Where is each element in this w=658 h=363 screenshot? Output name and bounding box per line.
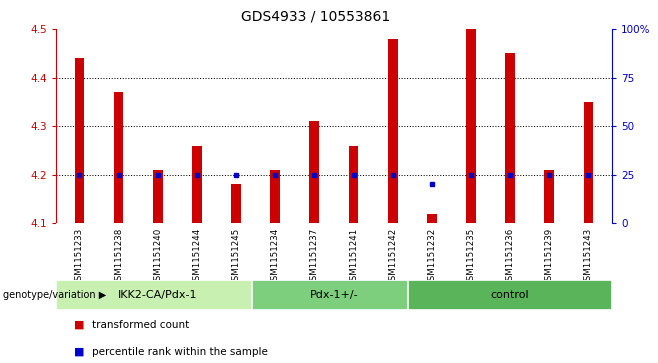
Text: GSM1151241: GSM1151241 [349,228,358,286]
Text: GSM1151243: GSM1151243 [584,228,593,286]
Text: GSM1151239: GSM1151239 [545,228,554,286]
Text: GSM1151240: GSM1151240 [153,228,163,286]
Text: GSM1151235: GSM1151235 [467,228,476,286]
Text: transformed count: transformed count [92,320,190,330]
Text: Pdx-1+/-: Pdx-1+/- [310,290,358,300]
Bar [584,102,594,223]
Text: GSM1151238: GSM1151238 [114,228,123,286]
Text: GSM1151233: GSM1151233 [75,228,84,286]
Text: GSM1151232: GSM1151232 [427,228,436,286]
Text: IKK2-CA/Pdx-1: IKK2-CA/Pdx-1 [118,290,197,300]
Text: genotype/variation ▶: genotype/variation ▶ [3,290,107,300]
Text: control: control [491,290,530,300]
Bar [544,170,554,223]
Text: GSM1151236: GSM1151236 [505,228,515,286]
Bar [192,146,202,223]
Bar [409,280,612,310]
Text: ■: ■ [74,320,84,330]
Bar [270,170,280,223]
Bar [427,213,437,223]
Text: GSM1151244: GSM1151244 [192,228,201,286]
Bar [466,29,476,223]
Bar [231,184,241,223]
Text: GSM1151242: GSM1151242 [388,228,397,286]
Bar [349,146,359,223]
Bar [74,58,84,223]
Bar [153,170,163,223]
Text: percentile rank within the sample: percentile rank within the sample [92,347,268,357]
Text: ■: ■ [74,347,84,357]
Bar [388,39,397,223]
Bar [252,280,416,310]
Text: GDS4933 / 10553861: GDS4933 / 10553861 [241,9,390,23]
Text: GSM1151234: GSM1151234 [270,228,280,286]
Bar [505,53,515,223]
Bar [309,121,319,223]
Text: GSM1151237: GSM1151237 [310,228,319,286]
Text: GSM1151245: GSM1151245 [232,228,241,286]
Bar [56,280,259,310]
Bar [114,92,124,223]
